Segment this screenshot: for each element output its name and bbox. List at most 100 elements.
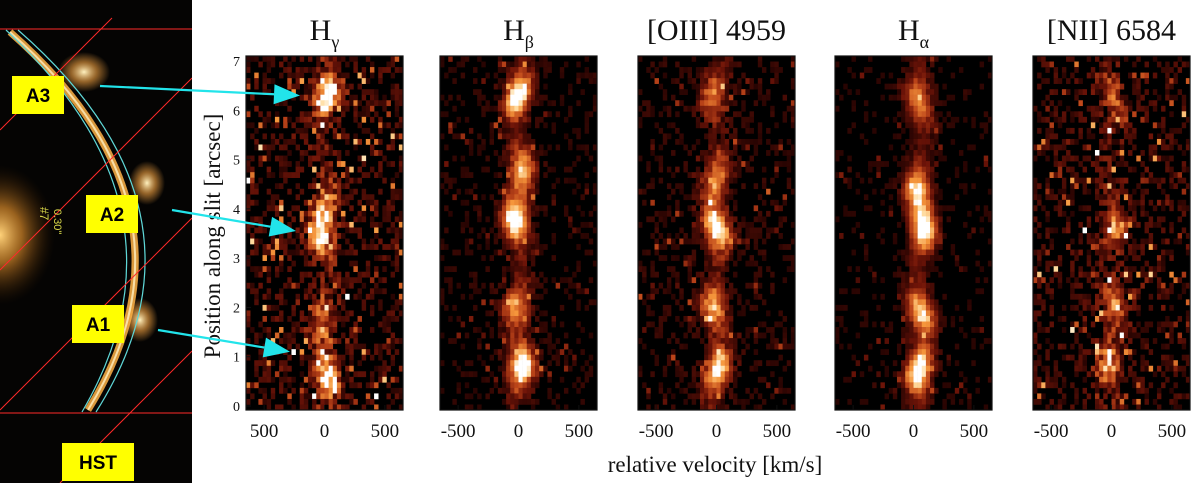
heatmap-cell (1148, 144, 1154, 151)
heatmap-cell (646, 293, 651, 300)
heatmap-cell (901, 116, 906, 123)
heatmap-cell (905, 161, 910, 167)
heatmap-cell (266, 249, 272, 256)
heatmap-cell (917, 282, 923, 289)
heatmap-cell (369, 293, 375, 300)
heatmap-cell (679, 288, 684, 295)
heatmap-cell (913, 288, 918, 295)
heatmap-cell (675, 138, 680, 145)
heatmap-cell (662, 61, 668, 68)
heatmap-cell (913, 127, 918, 134)
heatmap-cell (266, 277, 272, 284)
heatmap-cell (287, 83, 292, 90)
heatmap-cell (733, 83, 738, 90)
heatmap-cell (584, 72, 590, 79)
heatmap-cell (332, 78, 338, 84)
heatmap-cell (506, 360, 511, 367)
heatmap-cell (398, 299, 404, 306)
heatmap-cell (1169, 172, 1174, 178)
heatmap-cell (336, 89, 342, 96)
heatmap-cell (921, 398, 927, 405)
heatmap-cell (295, 282, 301, 289)
heatmap-cell (1103, 183, 1108, 190)
heatmap-cell (584, 122, 590, 129)
heatmap-cell (336, 67, 342, 73)
heatmap-cell (473, 282, 478, 289)
heatmap-cell (382, 360, 387, 367)
heatmap-cell (708, 89, 713, 96)
heatmap-cell (666, 122, 672, 129)
heatmap-cell (468, 144, 474, 151)
heatmap-cell (971, 360, 976, 367)
heatmap-cell (1115, 238, 1121, 245)
heatmap-cell (464, 116, 470, 123)
heatmap-cell (675, 244, 680, 250)
heatmap-cell (514, 127, 519, 134)
heatmap-cell (1173, 61, 1178, 68)
heatmap-cell (349, 83, 354, 90)
heatmap-cell (963, 166, 968, 173)
heatmap-cell (650, 177, 655, 184)
heatmap-cell (675, 282, 680, 289)
heatmap-cell (1152, 177, 1158, 184)
heatmap-cell (901, 304, 906, 311)
heatmap-cell (489, 299, 495, 306)
heatmap-cell (1185, 183, 1191, 190)
heatmap-cell (716, 376, 721, 383)
heatmap-cell (704, 260, 709, 267)
heatmap-cell (353, 227, 358, 234)
heatmap-cell (909, 282, 914, 289)
heatmap-cell (336, 105, 342, 112)
heatmap-cell (728, 349, 734, 355)
heatmap-cell (925, 338, 931, 344)
heatmap-cell (971, 343, 976, 350)
heatmap-cell (716, 111, 721, 118)
heatmap-cell (1099, 83, 1104, 90)
heatmap-cell (307, 282, 313, 289)
heatmap-cell (737, 111, 742, 118)
heatmap-cell (909, 271, 914, 278)
heatmap-cell (485, 72, 490, 79)
heatmap-cell (1111, 216, 1116, 223)
heatmap-cell (464, 238, 470, 245)
heatmap-cell (901, 100, 906, 107)
heatmap-cell (328, 327, 334, 333)
heatmap-cell (1107, 94, 1112, 101)
heatmap-cell (646, 304, 651, 311)
heatmap-cell (510, 233, 515, 239)
heatmap-cell (905, 155, 910, 162)
heatmap-cell (749, 83, 754, 90)
heatmap-cell (1177, 144, 1183, 151)
heatmap-cell (254, 56, 259, 62)
heatmap-cell (930, 387, 935, 394)
heatmap-cell (658, 61, 664, 68)
heatmap-cell (921, 122, 927, 129)
heatmap-cell (1128, 138, 1133, 145)
heatmap-cell (572, 271, 577, 278)
heatmap-cell (913, 404, 918, 411)
heatmap-cell (737, 293, 742, 300)
heatmap-cell (1066, 105, 1071, 112)
heatmap-cell (349, 177, 354, 184)
heatmap-cell (580, 382, 585, 389)
heatmap-cell (892, 233, 898, 239)
heatmap-cell (662, 216, 668, 223)
heatmap-cell (324, 116, 329, 123)
heatmap-cell (1078, 89, 1083, 96)
heatmap-cell (328, 94, 334, 101)
heatmap-cell (1111, 227, 1116, 234)
heatmap-cell (357, 138, 362, 145)
heatmap-cell (328, 72, 334, 79)
heatmap-cell (712, 161, 717, 167)
heatmap-cell (369, 221, 375, 228)
heatmap-cell (497, 205, 503, 212)
heatmap-cell (1119, 227, 1125, 234)
heatmap-cell (687, 393, 693, 400)
heatmap-cell (588, 72, 594, 79)
heatmap-cell (658, 332, 664, 339)
heatmap-cell (699, 78, 705, 84)
heatmap-cell (497, 116, 503, 123)
heatmap-cell (1066, 199, 1071, 206)
heatmap-cell (332, 321, 338, 328)
heatmap-cell (1090, 161, 1096, 167)
